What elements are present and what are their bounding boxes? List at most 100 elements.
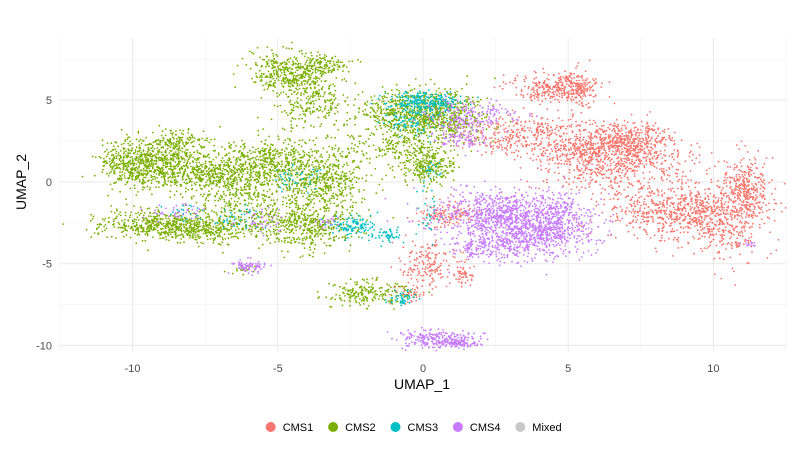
- point: [753, 208, 756, 211]
- point: [748, 214, 751, 217]
- point: [468, 217, 471, 220]
- point: [420, 211, 422, 213]
- point: [761, 211, 764, 214]
- point: [729, 229, 731, 232]
- point: [125, 162, 128, 165]
- point: [554, 80, 557, 83]
- point: [663, 209, 666, 212]
- point: [559, 155, 561, 158]
- point: [612, 142, 614, 145]
- point: [579, 85, 582, 87]
- point: [702, 208, 705, 210]
- point: [570, 148, 573, 151]
- point: [661, 203, 664, 205]
- point: [565, 149, 567, 152]
- point: [457, 223, 460, 225]
- point: [616, 216, 619, 219]
- point: [641, 137, 643, 140]
- point: [645, 139, 648, 142]
- point: [561, 94, 564, 97]
- point: [649, 237, 652, 239]
- point: [142, 139, 144, 142]
- point: [150, 182, 153, 185]
- point: [584, 187, 587, 190]
- point: [173, 166, 175, 168]
- point: [411, 288, 414, 290]
- point: [106, 153, 109, 156]
- point: [524, 120, 527, 123]
- point: [183, 145, 186, 147]
- point: [768, 181, 771, 184]
- point: [723, 203, 726, 206]
- point: [533, 148, 536, 151]
- point: [745, 187, 747, 190]
- point: [516, 121, 518, 124]
- point: [626, 195, 628, 198]
- point: [651, 157, 654, 160]
- point: [502, 124, 505, 126]
- point: [648, 171, 651, 173]
- point: [710, 228, 713, 231]
- point: [573, 147, 575, 150]
- point: [179, 171, 182, 174]
- point: [519, 156, 522, 158]
- point: [570, 125, 573, 128]
- point: [551, 150, 554, 153]
- point: [632, 122, 635, 125]
- point: [751, 251, 753, 254]
- point: [462, 276, 465, 279]
- point: [702, 221, 704, 224]
- point: [654, 122, 657, 125]
- point: [716, 212, 719, 215]
- point: [619, 162, 622, 165]
- point: [617, 156, 620, 159]
- point: [662, 201, 664, 204]
- point: [708, 225, 711, 228]
- point: [624, 211, 627, 213]
- point: [666, 207, 669, 209]
- point: [697, 238, 700, 241]
- point: [202, 163, 204, 166]
- point: [604, 162, 607, 165]
- point: [751, 183, 753, 185]
- point: [123, 151, 126, 153]
- point: [123, 227, 126, 230]
- point: [726, 176, 729, 179]
- point: [631, 196, 634, 199]
- point: [551, 96, 554, 99]
- point: [640, 221, 642, 224]
- point: [660, 176, 663, 179]
- point: [443, 214, 446, 217]
- point: [676, 155, 679, 158]
- point: [665, 209, 668, 212]
- point: [643, 152, 645, 155]
- point: [575, 138, 577, 141]
- point: [125, 198, 127, 201]
- point: [584, 83, 586, 86]
- point: [768, 208, 771, 211]
- point: [124, 164, 127, 167]
- point: [581, 144, 584, 147]
- point: [256, 172, 259, 175]
- point: [445, 260, 448, 262]
- point: [606, 141, 609, 144]
- point: [137, 232, 140, 235]
- point: [638, 196, 640, 199]
- point: [583, 81, 585, 84]
- point: [617, 127, 619, 130]
- point: [630, 211, 633, 214]
- point: [139, 224, 141, 227]
- point: [659, 132, 661, 135]
- point: [418, 295, 421, 298]
- point: [414, 288, 416, 291]
- point: [541, 122, 543, 125]
- point: [639, 142, 642, 145]
- point: [513, 151, 515, 154]
- point: [463, 273, 465, 276]
- point: [542, 67, 545, 70]
- point: [536, 135, 539, 137]
- point: [538, 187, 541, 190]
- point: [674, 172, 677, 175]
- point: [733, 202, 735, 204]
- point: [168, 162, 171, 164]
